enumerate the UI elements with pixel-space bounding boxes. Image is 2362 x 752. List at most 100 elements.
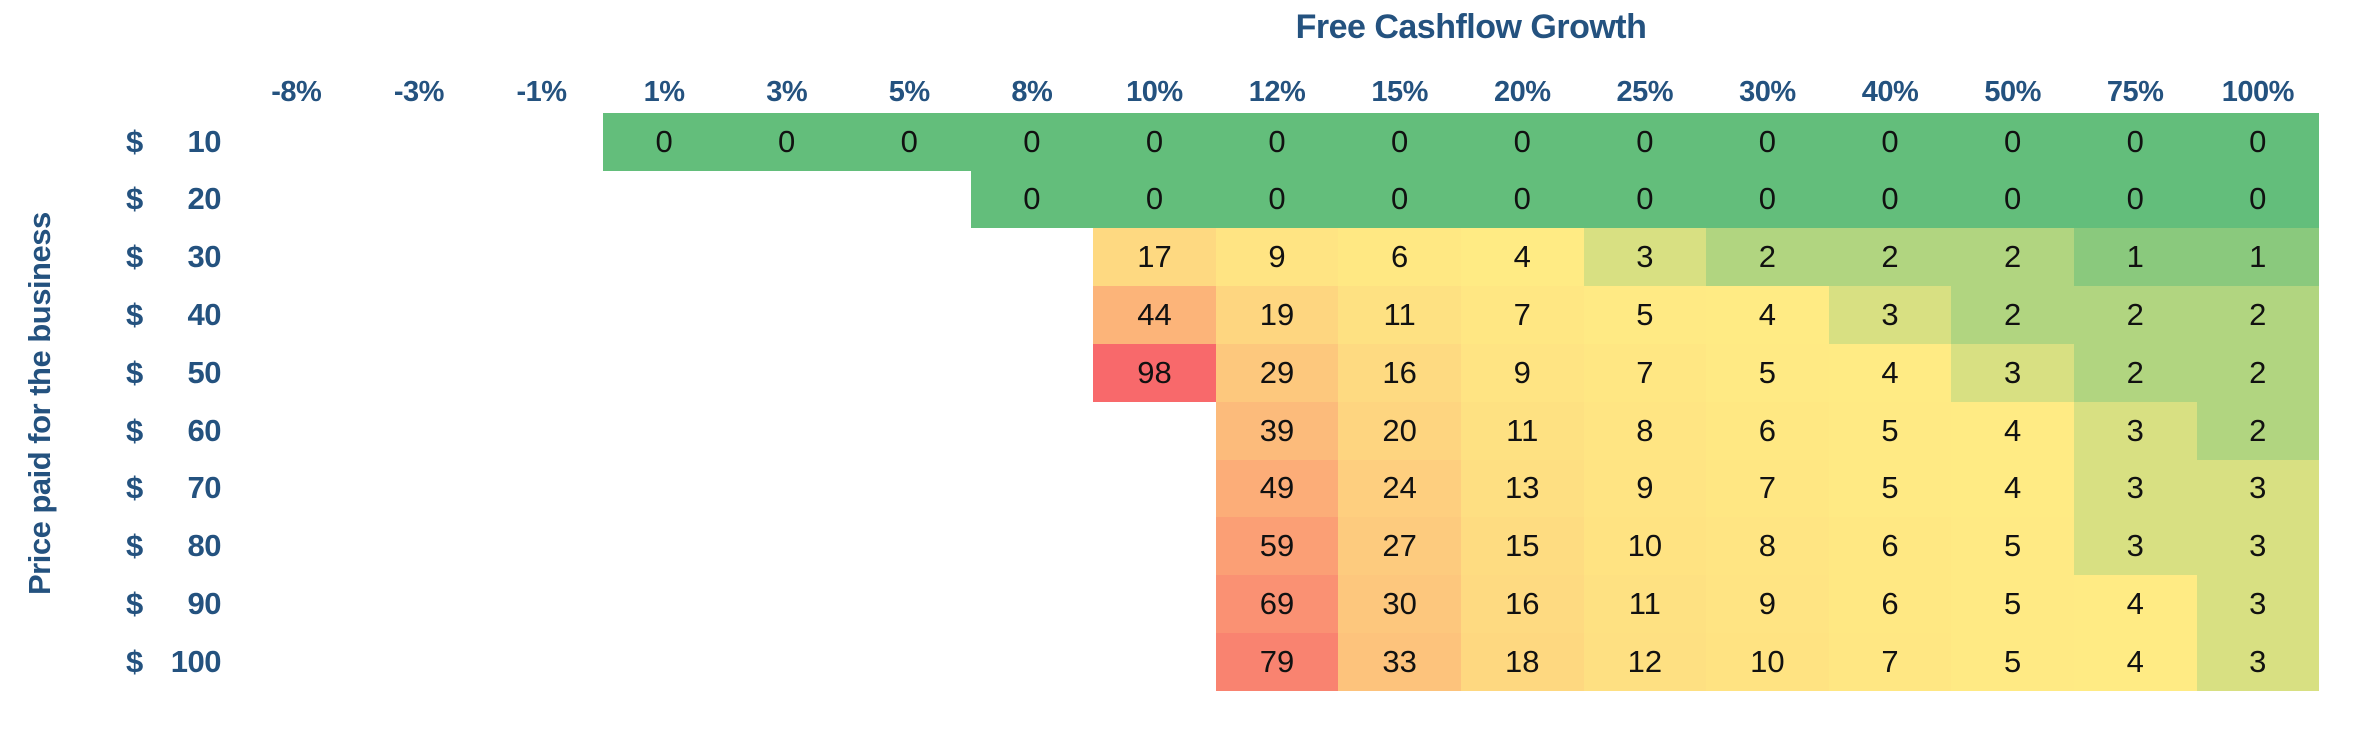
heatmap-cell[interactable]: 10 [1706,632,1829,691]
heatmap-cell[interactable]: 0 [1215,170,1339,229]
heatmap-cell[interactable]: 3 [1828,286,1952,344]
heatmap-cell[interactable]: 4 [1460,228,1584,287]
heatmap-cell[interactable]: 0 [725,112,848,171]
heatmap-cell[interactable]: 0 [1828,170,1952,229]
heatmap-cell[interactable]: 0 [1460,112,1584,171]
heatmap-cell[interactable]: 44 [1093,286,1216,344]
heatmap-cell[interactable]: 0 [602,112,726,171]
heatmap-cell[interactable]: 9 [1215,228,1339,287]
heatmap-cell[interactable]: 3 [1583,228,1707,287]
heatmap-cell[interactable]: 8 [1583,401,1707,460]
heatmap-cell[interactable]: 59 [1215,517,1339,576]
heatmap-cell[interactable]: 9 [1583,459,1707,518]
heatmap-cell[interactable]: 5 [1583,286,1707,344]
heatmap-cell[interactable]: 0 [2196,170,2320,229]
heatmap-cell[interactable]: 5 [1828,459,1952,518]
heatmap-cell[interactable]: 79 [1215,632,1339,691]
heatmap-cell[interactable]: 0 [847,112,971,171]
heatmap-cell[interactable]: 7 [1583,343,1707,402]
heatmap-cell[interactable]: 16 [1338,343,1461,402]
heatmap-cell[interactable]: 3 [2196,632,2320,691]
heatmap-cell[interactable]: 2 [1706,228,1829,287]
heatmap-cell[interactable]: 0 [1951,112,2074,171]
heatmap-cell[interactable]: 6 [1338,228,1461,287]
heatmap-cell[interactable]: 9 [1460,343,1584,402]
heatmap-cell[interactable]: 4 [1951,459,2074,518]
heatmap-cell[interactable]: 0 [1828,112,1952,171]
heatmap-cell[interactable]: 3 [2073,517,2197,576]
heatmap-cell[interactable]: 5 [1828,401,1952,460]
heatmap-cell[interactable]: 8 [1706,517,1829,576]
heatmap-cell[interactable]: 0 [1460,170,1584,229]
heatmap-cell[interactable]: 6 [1828,575,1952,633]
heatmap-cell[interactable]: 4 [1951,401,2074,460]
heatmap-cell[interactable]: 0 [1706,170,1829,229]
heatmap-cell[interactable]: 2 [1951,286,2074,344]
heatmap-cell[interactable]: 2 [1951,228,2074,287]
heatmap-cell[interactable]: 17 [1093,228,1216,287]
heatmap-cell[interactable]: 3 [2196,517,2320,576]
heatmap-cell[interactable]: 5 [1706,343,1829,402]
heatmap-cell[interactable]: 2 [2196,286,2320,344]
heatmap-cell[interactable]: 98 [1093,343,1216,402]
heatmap-cell[interactable]: 0 [1706,112,1829,171]
heatmap-cell[interactable]: 3 [1951,343,2074,402]
heatmap-cell[interactable]: 13 [1460,459,1584,518]
heatmap-cell[interactable]: 27 [1338,517,1461,576]
heatmap-cell[interactable]: 20 [1338,401,1461,460]
heatmap-cell[interactable]: 1 [2196,228,2320,287]
heatmap-cell[interactable]: 3 [2196,575,2320,633]
heatmap-cell[interactable]: 30 [1338,575,1461,633]
heatmap-cell[interactable]: 0 [1951,170,2074,229]
heatmap-cell[interactable]: 0 [1583,170,1707,229]
heatmap-cell[interactable]: 12 [1583,632,1707,691]
heatmap-cell[interactable]: 33 [1338,632,1461,691]
heatmap-cell[interactable]: 9 [1706,575,1829,633]
heatmap-cell[interactable]: 0 [2196,112,2320,171]
heatmap-cell[interactable]: 4 [2073,575,2197,633]
heatmap-cell[interactable]: 7 [1706,459,1829,518]
heatmap-cell[interactable]: 29 [1215,343,1339,402]
heatmap-cell[interactable]: 16 [1460,575,1584,633]
heatmap-cell[interactable]: 0 [1215,112,1339,171]
heatmap-cell[interactable]: 5 [1951,575,2074,633]
heatmap-cell[interactable]: 2 [2196,401,2320,460]
heatmap-cell[interactable]: 10 [1583,517,1707,576]
heatmap-cell[interactable]: 3 [2196,459,2320,518]
heatmap-cell[interactable]: 0 [1093,170,1216,229]
heatmap-cell[interactable]: 2 [1828,228,1952,287]
heatmap-cell[interactable]: 0 [1338,170,1461,229]
heatmap-cell[interactable]: 7 [1828,632,1952,691]
heatmap-cell[interactable]: 0 [970,170,1094,229]
heatmap-cell[interactable]: 3 [2073,459,2197,518]
heatmap-cell[interactable]: 4 [2073,632,2197,691]
heatmap-cell[interactable]: 24 [1338,459,1461,518]
heatmap-cell[interactable]: 2 [2073,343,2197,402]
heatmap-cell[interactable]: 19 [1215,286,1339,344]
heatmap-cell[interactable]: 0 [970,112,1094,171]
heatmap-cell[interactable]: 2 [2196,343,2320,402]
heatmap-cell[interactable]: 6 [1706,401,1829,460]
heatmap-cell[interactable]: 18 [1460,632,1584,691]
heatmap-cell[interactable]: 0 [2073,112,2197,171]
heatmap-cell[interactable]: 11 [1583,575,1707,633]
heatmap-cell[interactable]: 11 [1338,286,1461,344]
heatmap-cell[interactable]: 0 [1093,112,1216,171]
heatmap-cell[interactable]: 6 [1828,517,1952,576]
heatmap-cell[interactable]: 39 [1215,401,1339,460]
heatmap-cell[interactable]: 0 [1583,112,1707,171]
heatmap-cell[interactable]: 5 [1951,517,2074,576]
heatmap-cell[interactable]: 11 [1460,401,1584,460]
heatmap-cell[interactable]: 1 [2073,228,2197,287]
heatmap-cell[interactable]: 15 [1460,517,1584,576]
heatmap-cell[interactable]: 3 [2073,401,2197,460]
heatmap-cell[interactable]: 4 [1828,343,1952,402]
heatmap-cell[interactable]: 4 [1706,286,1829,344]
heatmap-cell[interactable]: 2 [2073,286,2197,344]
heatmap-cell[interactable]: 7 [1460,286,1584,344]
heatmap-cell[interactable]: 69 [1215,575,1339,633]
heatmap-cell[interactable]: 0 [1338,112,1461,171]
heatmap-cell[interactable]: 49 [1215,459,1339,518]
heatmap-cell[interactable]: 0 [2073,170,2197,229]
heatmap-cell[interactable]: 5 [1951,632,2074,691]
